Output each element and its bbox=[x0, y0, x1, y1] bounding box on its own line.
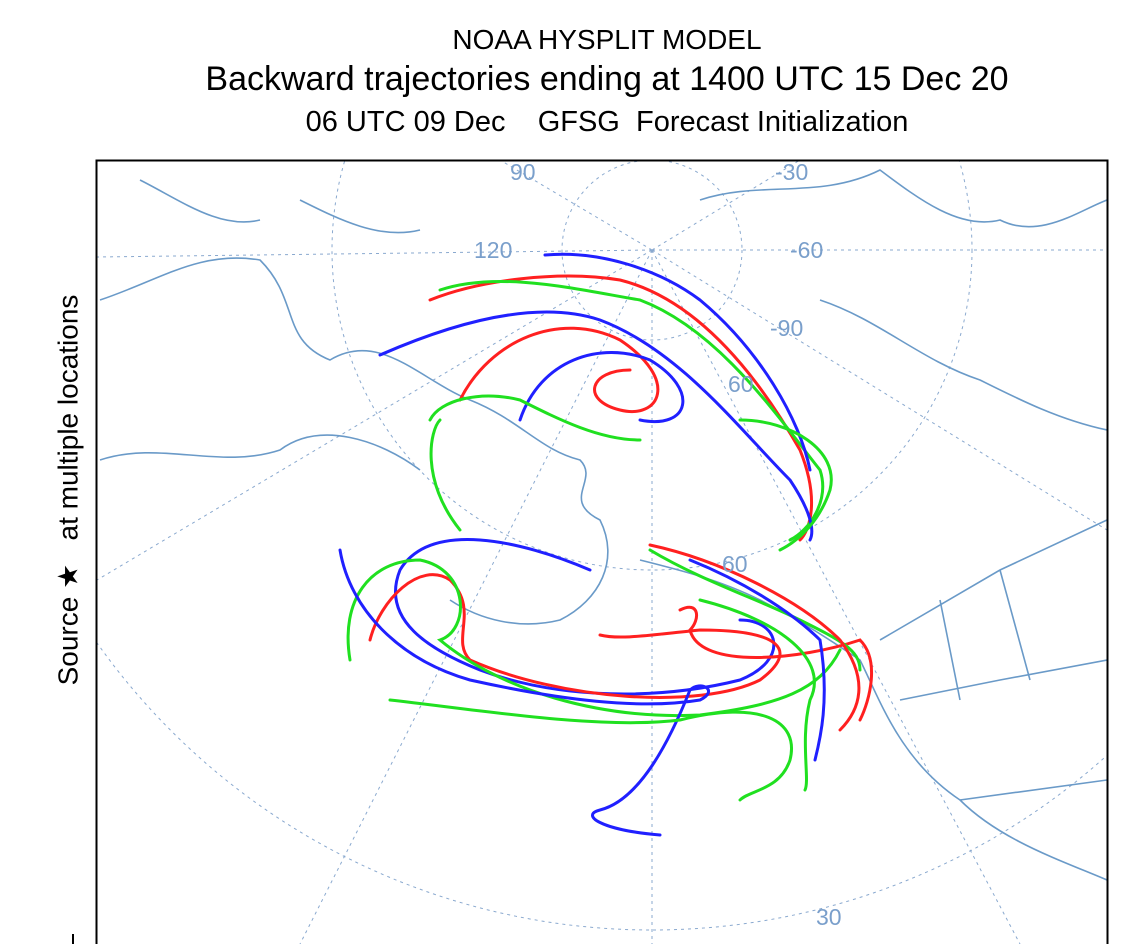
graticule-label: 60 bbox=[722, 551, 748, 577]
map-frame bbox=[95, 159, 1109, 944]
graticule-label: -30 bbox=[775, 159, 808, 185]
subtitle: Backward trajectories ending at 1400 UTC… bbox=[205, 60, 1009, 98]
graticule-label: 90 bbox=[510, 159, 536, 185]
graticule-label: 60 bbox=[728, 371, 754, 397]
init-info: 06 UTC 09 Dec GFSG Forecast Initializati… bbox=[305, 106, 909, 138]
graticule-label: 120 bbox=[474, 237, 512, 263]
trajectories bbox=[338, 252, 874, 837]
graticule-label: -90 bbox=[770, 315, 803, 341]
title: NOAA HYSPLIT MODEL bbox=[452, 24, 762, 55]
graticule-label: 30 bbox=[816, 904, 842, 930]
coastlines bbox=[99, 169, 1107, 881]
graticule-label: -60 bbox=[790, 237, 823, 263]
